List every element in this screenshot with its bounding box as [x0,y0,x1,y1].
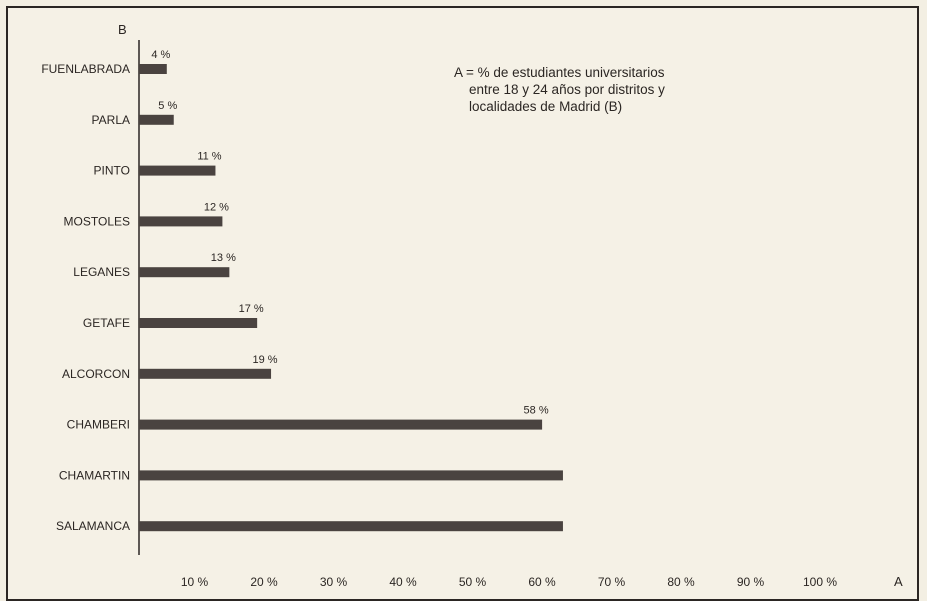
bar [139,368,272,379]
x-tick-label: 50 % [459,575,487,589]
category-label: FUENLABRADA [41,62,130,76]
value-label: 4 % [151,49,170,61]
x-tick-label: 30 % [320,575,348,589]
category-label: SALAMANCA [56,519,130,533]
chart-frame [6,6,919,601]
x-tick-label: 40 % [389,575,417,589]
category-label: CHAMBERI [67,418,130,432]
category-label: PINTO [94,164,130,178]
category-label: CHAMARTIN [59,468,130,482]
bar [139,165,216,176]
y-axis-label: B [118,22,127,37]
legend-line: A = % de estudiantes universitarios [454,65,665,80]
x-tick-label: 90 % [737,575,765,589]
value-label: 11 % [197,151,221,163]
x-tick-label: 60 % [528,575,556,589]
x-tick-label: 80 % [667,575,695,589]
value-label: 5 % [158,100,177,112]
category-label: MOSTOLES [64,214,130,228]
x-tick-label: 10 % [181,575,209,589]
value-label: 19 % [253,354,278,366]
bar [139,64,167,74]
bar [139,521,563,532]
bar [139,114,174,125]
axes: B A [118,22,903,589]
bar [139,216,223,227]
category-label: GETAFE [83,316,130,330]
bars-group [139,64,563,532]
value-label: 58 % [524,405,549,417]
category-label: PARLA [92,113,130,127]
value-label: 17 % [239,303,264,315]
category-labels: FUENLABRADA PARLA PINTO MOSTOLES LEGANES GETA… [41,62,130,533]
value-labels: 4 % 5 % 11 % 12 % 13 % 17 % 19 % 58 % [151,49,549,417]
legend-text: A = % de estudiantes universitarios entr… [454,65,665,114]
legend-line: entre 18 y 24 años por distritos y [469,82,665,97]
category-label: LEGANES [73,265,130,279]
x-axis-label: A [894,574,903,589]
x-tick-labels: 10 % 20 % 30 % 40 % 50 % 60 % 70 % 80 % 90 % 100 … [181,575,838,589]
legend-line: localidades de Madrid (B) [469,99,622,114]
value-label: 13 % [211,252,236,264]
category-label: ALCORCON [62,367,130,381]
x-tick-label: 20 % [250,575,278,589]
x-tick-label: 100 % [803,575,837,589]
x-tick-label: 70 % [598,575,626,589]
bar [139,267,230,278]
bar [139,419,543,430]
bar [139,470,563,481]
bar [139,318,258,328]
value-label: 12 % [204,201,229,213]
